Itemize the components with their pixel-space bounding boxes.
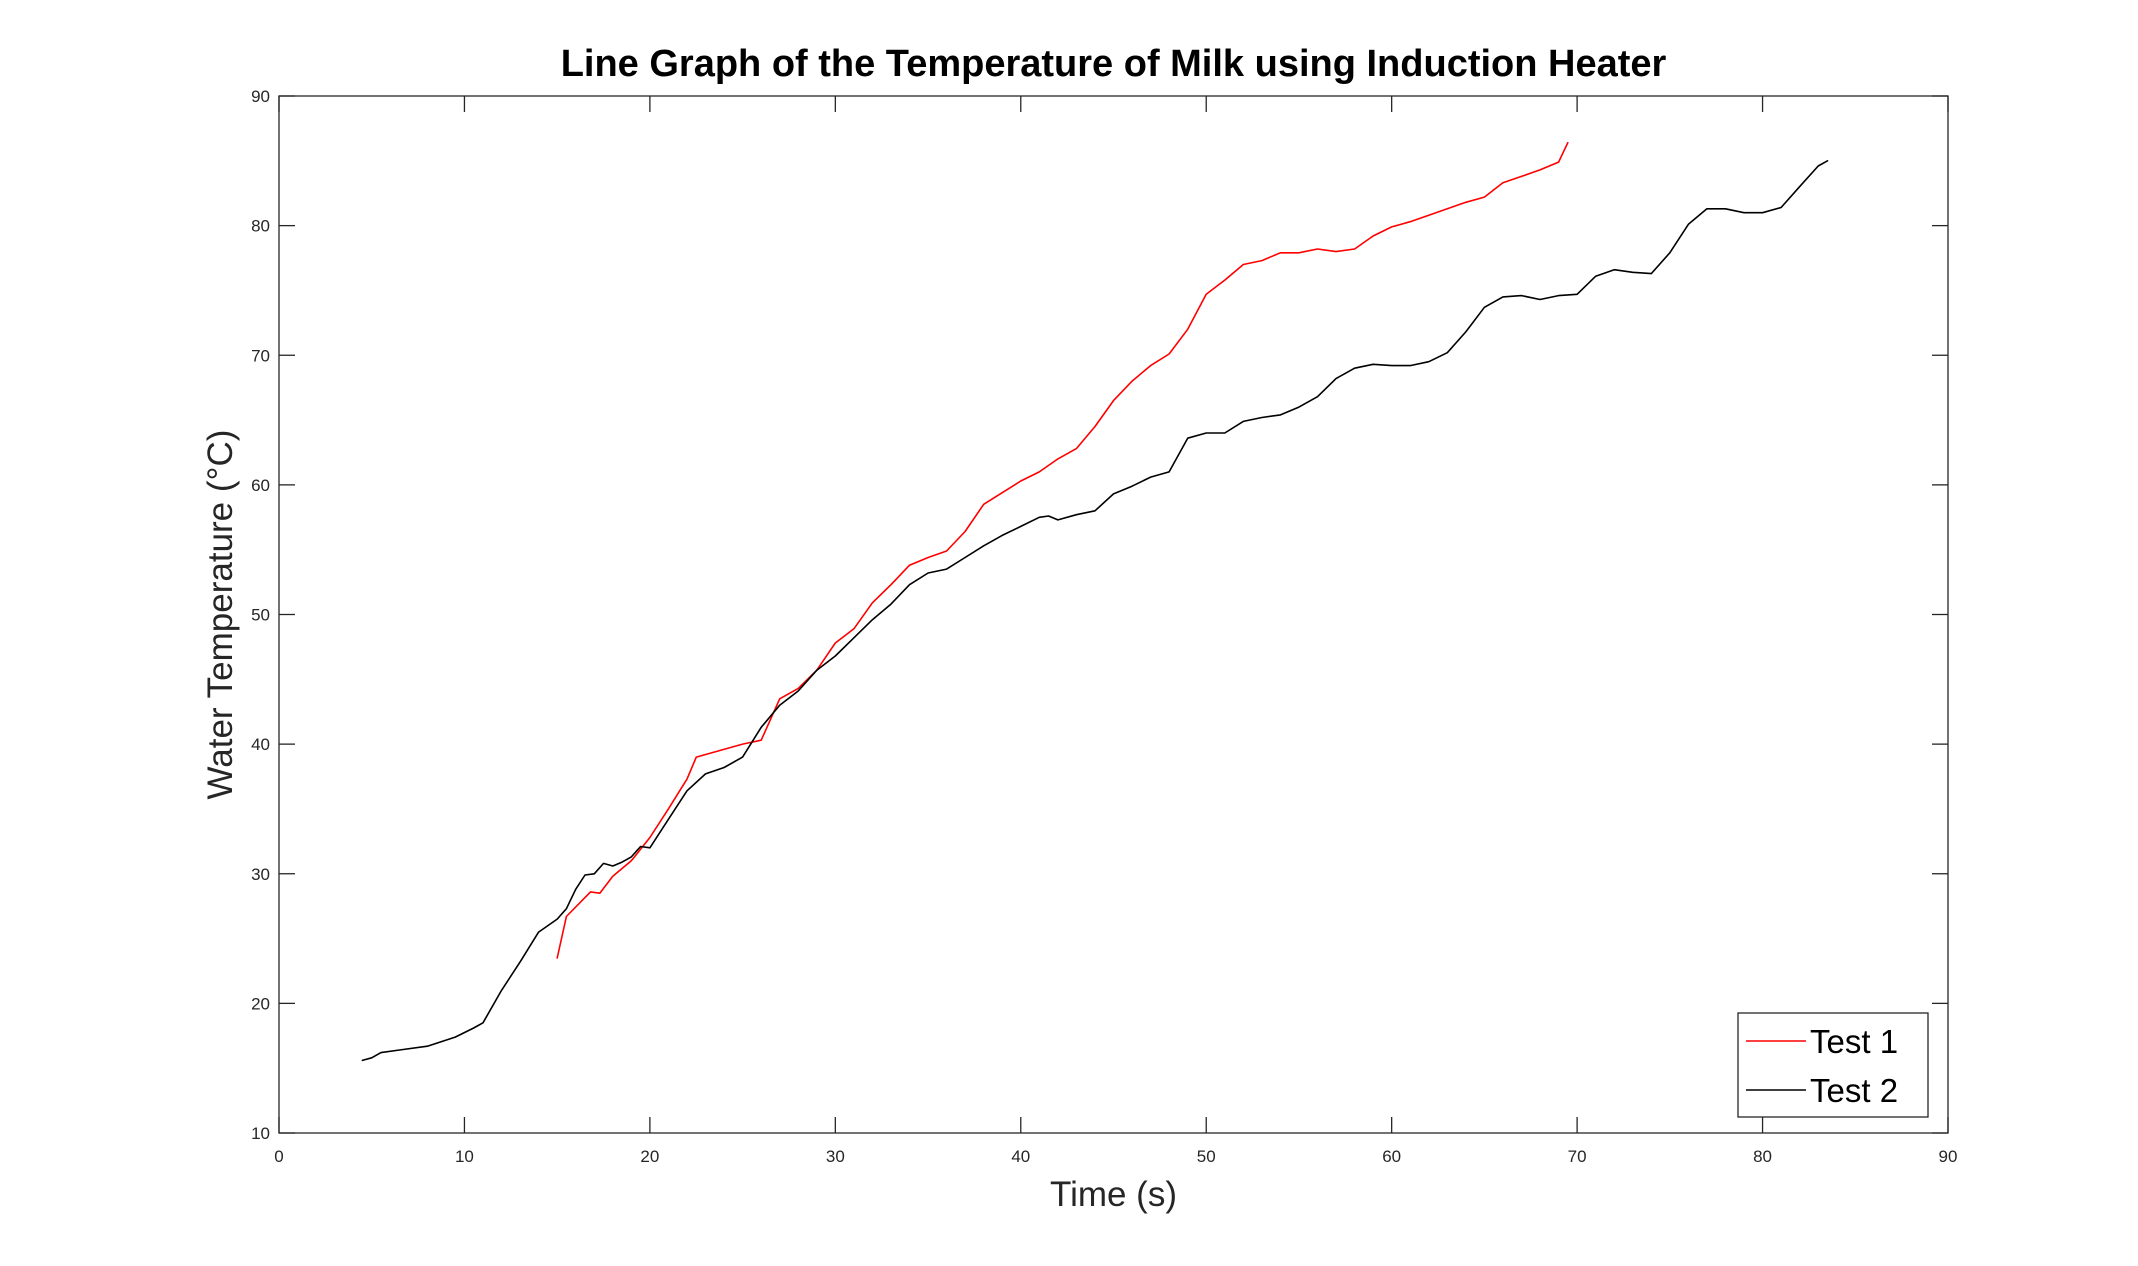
x-tick-label: 20 (640, 1147, 659, 1166)
legend-box (1737, 1012, 1929, 1118)
x-axis-label: Time (s) (1050, 1175, 1177, 1214)
series-line-test-1 (556, 141, 1569, 959)
y-tick-label: 20 (251, 994, 270, 1013)
x-tick-label: 0 (274, 1147, 283, 1166)
x-tick-label: 70 (1568, 1147, 1587, 1166)
legend-label-test-2: Test 2 (1810, 1072, 1898, 1109)
legend: Test 1 Test 2 (1737, 1012, 1929, 1118)
x-tick-label: 90 (1939, 1147, 1958, 1166)
x-tick-label: 30 (826, 1147, 845, 1166)
y-tick-label: 40 (251, 735, 270, 754)
x-tick-label: 40 (1011, 1147, 1030, 1166)
series-line-test-2 (361, 160, 1829, 1062)
x-tick-label: 50 (1197, 1147, 1216, 1166)
y-tick-label: 60 (251, 476, 270, 495)
y-tick-label: 50 (251, 606, 270, 625)
y-tick-label: 30 (251, 865, 270, 884)
y-tick-label: 70 (251, 346, 270, 365)
x-tick-label: 10 (455, 1147, 474, 1166)
x-tick-label: 80 (1753, 1147, 1772, 1166)
y-tick-label: 90 (251, 87, 270, 106)
legend-label-test-1: Test 1 (1810, 1023, 1898, 1060)
y-axis-label: Water Temperature (°C) (201, 430, 240, 800)
y-tick-label: 80 (251, 217, 270, 236)
x-tick-label: 60 (1382, 1147, 1401, 1166)
y-tick-label: 10 (251, 1124, 270, 1143)
chart-title: Line Graph of the Temperature of Milk us… (561, 43, 1667, 85)
axes-box (278, 95, 1949, 1134)
